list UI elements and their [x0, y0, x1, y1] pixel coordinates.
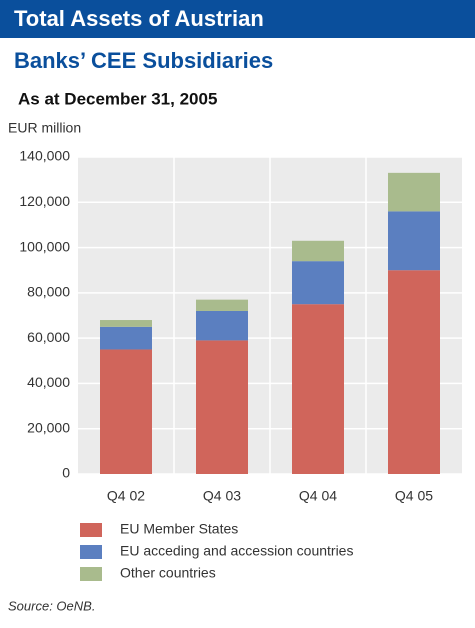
legend-label: Other countries	[120, 565, 216, 581]
bar-segment	[292, 240, 344, 262]
y-axis-label: EUR million	[8, 120, 81, 136]
x-tick-label: Q4 05	[395, 488, 433, 504]
bar-segment	[196, 310, 248, 341]
y-tick-label: 20,000	[27, 419, 70, 435]
legend-label: EU acceding and accession countries	[120, 543, 353, 559]
chart-title: Banks’ CEE Subsidiaries	[14, 48, 273, 73]
bar-segment	[292, 304, 344, 474]
x-tick-label: Q4 03	[203, 488, 241, 504]
y-tick-label: 60,000	[27, 329, 70, 345]
chart-subtitle: As at December 31, 2005	[18, 89, 217, 108]
x-tick-label: Q4 04	[299, 488, 337, 504]
bar-segment	[292, 261, 344, 305]
y-tick-label: 100,000	[19, 238, 70, 254]
legend-swatch	[80, 567, 102, 581]
source: Source: OeNB.	[8, 598, 95, 613]
y-tick-label: 140,000	[19, 148, 70, 164]
y-tick-label: 80,000	[27, 284, 70, 300]
y-tick-label: 120,000	[19, 193, 70, 209]
bar-segment	[100, 320, 152, 327]
bar-segment	[388, 211, 440, 271]
y-tick-label: 40,000	[27, 374, 70, 390]
bar-segment	[388, 172, 440, 212]
bar-segment	[100, 349, 152, 474]
bar-segment	[196, 340, 248, 474]
chart-title: Total Assets of Austrian	[14, 6, 264, 31]
legend-swatch	[80, 545, 102, 559]
bar-segment	[100, 326, 152, 350]
legend-swatch	[80, 523, 102, 537]
title-band	[0, 0, 475, 38]
y-tick-label: 0	[62, 465, 70, 481]
x-tick-label: Q4 02	[107, 488, 145, 504]
bar-segment	[196, 299, 248, 311]
legend-label: EU Member States	[120, 521, 238, 537]
bar-segment	[388, 270, 440, 474]
